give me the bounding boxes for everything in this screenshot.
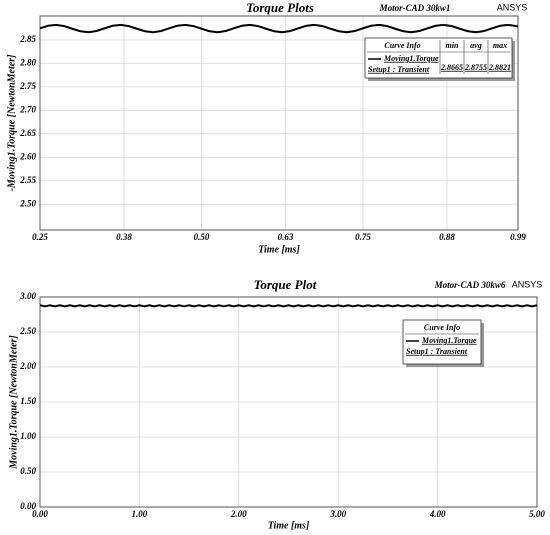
legend-entry: Moving1.Torque <box>383 54 439 63</box>
y-tick-label: 2.85 <box>19 34 36 44</box>
x-tick-label: 1.00 <box>132 509 148 519</box>
legend-column: min <box>446 41 459 50</box>
x-tick-label: 4.00 <box>429 509 446 519</box>
x-axis-label: Time [ms] <box>268 520 310 531</box>
data-line <box>39 23 519 34</box>
legend-stat: 2.8821 <box>488 63 511 72</box>
chart: 0.00 1.00 2.00 3.00 4.00 5.00 0.00 0.50 1.00 1.50… <box>8 277 545 531</box>
legend-title: Curve Info <box>384 41 420 50</box>
x-tick-label: 5.00 <box>529 509 545 519</box>
y-tick-label: 0.00 <box>20 501 36 511</box>
legend-stat: 2.8755 <box>464 63 487 72</box>
brand: ANSYS <box>497 2 528 12</box>
legend-stat: 2.8665 <box>440 63 463 72</box>
x-tick-label: 0.00 <box>32 509 48 519</box>
x-tick-label: 0.25 <box>32 232 48 242</box>
legend-setup: Setup1 : Transient <box>406 347 468 356</box>
y-tick-label: 1.00 <box>20 431 36 441</box>
x-tick-label: 0.75 <box>355 232 371 242</box>
y-axis-label: -Moving1.Torque [NewtonMeter] <box>6 54 17 192</box>
legend-box <box>364 37 513 79</box>
x-axis-label: Time [ms] <box>258 244 300 255</box>
x-tick-label: 3.00 <box>329 509 346 519</box>
legend-title: Curve Info <box>424 323 460 332</box>
y-tick-label: 2.60 <box>19 151 36 161</box>
brand: ANSYS <box>512 279 543 289</box>
chart-title: Torque Plot <box>254 277 317 292</box>
y-tick-label: 3.00 <box>19 291 36 301</box>
legend-column: max <box>493 41 507 50</box>
y-tick-label: 2.50 <box>19 198 36 208</box>
data-line <box>39 304 538 308</box>
y-tick-label: 1.50 <box>20 396 36 406</box>
x-tick-label: 0.50 <box>194 232 210 242</box>
x-tick-label: 0.88 <box>439 232 455 242</box>
y-tick-label: 2.80 <box>19 57 36 67</box>
y-tick-label: 2.00 <box>19 361 36 371</box>
plot-frame <box>39 15 519 231</box>
legend-entry: Moving1.Torque <box>421 336 477 345</box>
legend-setup: Setup1 : Transient <box>368 65 430 74</box>
x-tick-label: 0.99 <box>510 232 526 242</box>
x-tick-label: 2.00 <box>230 509 247 519</box>
subtitle: Motor-CAD 30kw6 <box>434 280 506 290</box>
y-tick-label: 2.70 <box>19 104 36 114</box>
x-tick-label: 0.38 <box>116 232 132 242</box>
y-axis-label: Moving1.Torque [NewtonMeter] <box>8 335 19 470</box>
y-tick-label: 2.50 <box>19 326 36 336</box>
y-tick-label: 0.50 <box>20 466 36 476</box>
plot-frame <box>39 296 538 508</box>
y-tick-label: 2.55 <box>19 175 36 185</box>
y-tick-label: 2.75 <box>19 81 36 91</box>
y-tick-label: 2.65 <box>19 128 36 138</box>
chart: 0.25 0.38 0.50 0.63 0.75 0.88 0.99 2.50 2.55 2.60… <box>6 0 527 255</box>
subtitle: Motor-CAD 30kw1 <box>379 3 451 13</box>
legend-column: avg <box>470 41 482 50</box>
chart-title: Torque Plots <box>246 0 314 15</box>
x-tick-label: 0.63 <box>278 232 294 242</box>
legend-box <box>402 319 482 365</box>
